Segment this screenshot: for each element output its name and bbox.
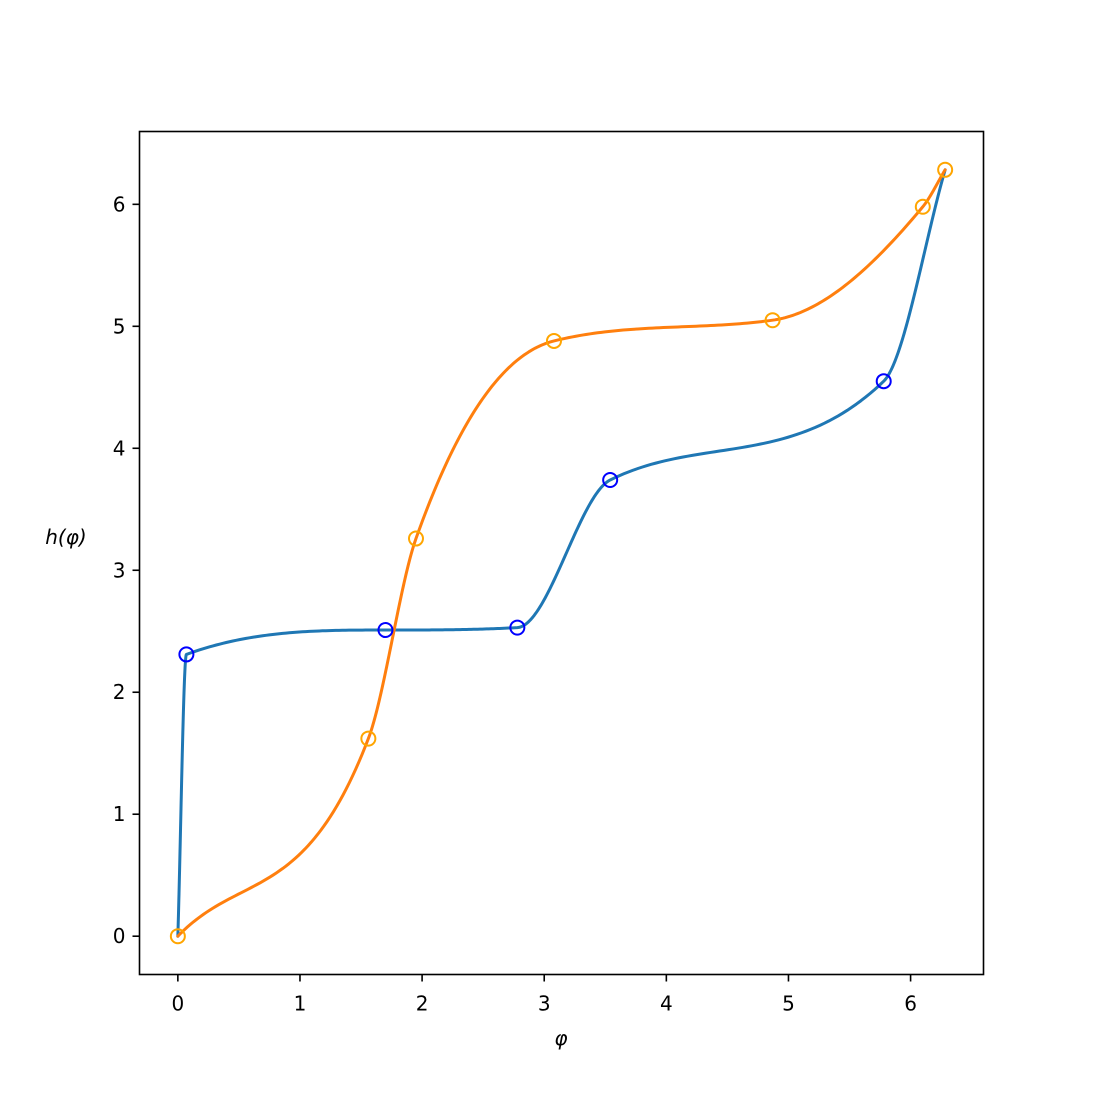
x-tick-label: 2 — [416, 992, 429, 1016]
y-tick-label: 4 — [113, 436, 126, 460]
series-2-marker-1 — [169, 928, 186, 945]
series-1-marker-3 — [509, 619, 526, 636]
x-tick-label: 1 — [294, 992, 307, 1016]
y-tick-label: 0 — [113, 924, 126, 948]
marker-layer — [169, 161, 954, 945]
x-axis-label: φ — [554, 1026, 567, 1050]
series-2-marker-6 — [914, 198, 931, 215]
series-2-marker-7 — [937, 161, 954, 178]
y-tick-label: 1 — [113, 802, 126, 826]
series-2-marker-2 — [360, 730, 377, 747]
y-tick-label: 6 — [113, 192, 126, 216]
x-tick-label: 3 — [538, 992, 551, 1016]
series-2-marker-5 — [764, 312, 781, 329]
series-1-marker-5 — [875, 373, 892, 390]
series-2-marker-4 — [545, 332, 562, 349]
x-tick-label: 5 — [782, 992, 795, 1016]
series-2-marker-3 — [407, 530, 424, 547]
series-1-marker-4 — [602, 472, 619, 488]
series-line-1 — [176, 168, 947, 938]
y-axis-ticks: 0 1 2 3 4 5 6 — [113, 192, 140, 948]
series-line-2 — [176, 168, 947, 938]
x-axis-ticks: 0 1 2 3 4 5 6 — [171, 974, 917, 1016]
y-tick-label: 5 — [113, 314, 126, 338]
y-tick-label: 2 — [113, 680, 126, 704]
y-axis-label: h(φ) — [45, 525, 86, 549]
y-tick-label: 3 — [113, 558, 126, 582]
x-tick-label: 4 — [660, 992, 673, 1016]
series-1-marker-2 — [377, 622, 394, 639]
series-layer — [176, 168, 947, 938]
series-1-marker-1 — [178, 646, 195, 663]
x-tick-label: 6 — [904, 992, 917, 1016]
plot-frame — [138, 130, 985, 976]
x-tick-label: 0 — [171, 992, 184, 1016]
